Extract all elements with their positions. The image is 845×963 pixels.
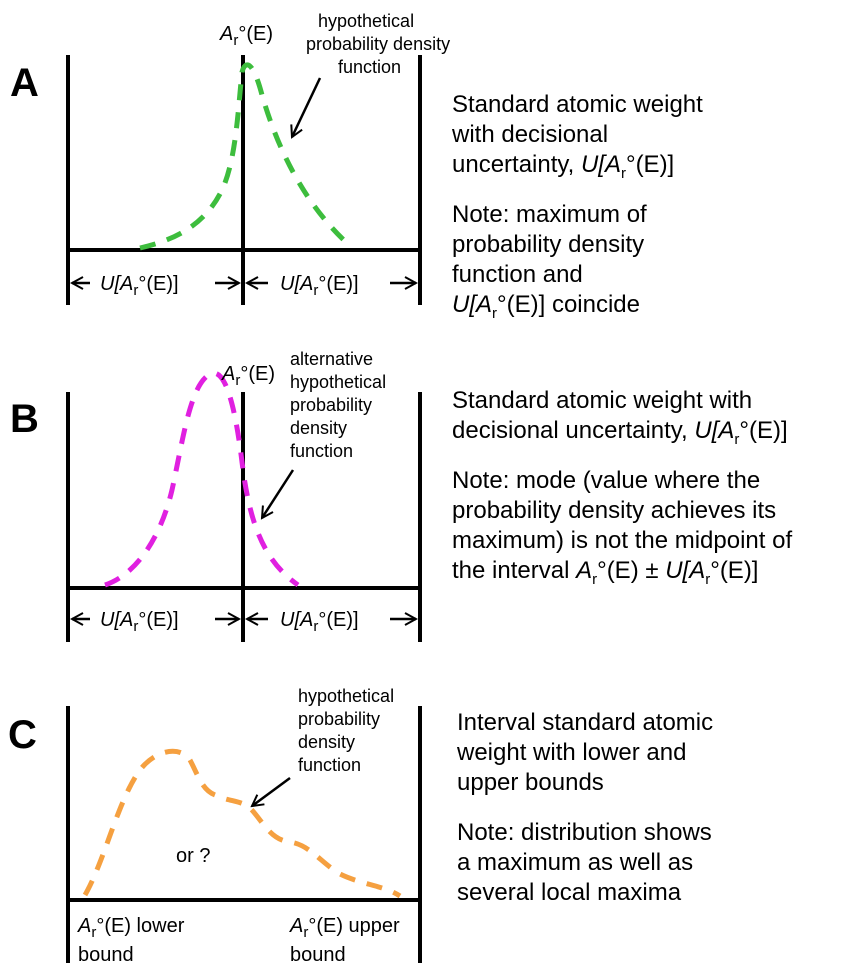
annotation-line: density — [290, 418, 347, 438]
panel-a-letter: A — [10, 61, 39, 105]
note-line: U[Ar°(E)] coincide — [452, 291, 640, 322]
annotation-line: probability density — [306, 34, 450, 54]
title-line: decisional uncertainty, U[Ar°(E)] — [452, 417, 788, 448]
panel-b-interval-label-left: U[Ar°(E)] — [100, 609, 179, 635]
note-line: a maximum as well as — [457, 849, 693, 876]
panel-a-note: Note: maximum of probability density fun… — [452, 201, 647, 322]
title-line: Standard atomic weight — [452, 91, 703, 118]
note-line: probability density achieves its — [452, 497, 776, 524]
note-line: Note: mode (value where the — [452, 467, 760, 494]
annotation-line: hypothetical — [290, 372, 386, 392]
title-line: weight with lower and — [456, 739, 686, 766]
annotation-line: function — [338, 57, 401, 77]
panel-a: A Ar°(E) hypothetical probability densit… — [10, 11, 703, 322]
note-line: function and — [452, 261, 583, 288]
panel-a-interval-label-left: U[Ar°(E)] — [100, 273, 179, 299]
panel-b-density-curve — [104, 370, 300, 588]
annotation-line: probability — [290, 395, 372, 415]
panel-c-lower-bound-label: Ar°(E) lower bound — [77, 915, 185, 963]
panel-c-letter: C — [8, 713, 37, 757]
panel-c: C hypothetical probability density funct… — [8, 686, 713, 963]
panel-c-upper-bound-label: Ar°(E) upper bound — [289, 915, 400, 963]
note-line: the interval Ar°(E) ± U[Ar°(E)] — [452, 557, 758, 588]
title-line: uncertainty, U[Ar°(E)] — [452, 151, 674, 182]
panel-b-peak-label: Ar°(E) — [221, 363, 275, 389]
panel-a-curve-annotation: hypothetical probability density functio… — [306, 11, 450, 77]
annotation-line: hypothetical — [318, 11, 414, 31]
title-line: Interval standard atomic — [457, 709, 713, 736]
panel-a-title: Standard atomic weight with decisional u… — [451, 91, 703, 182]
panel-b-curve-annotation: alternative hypothetical probability den… — [290, 349, 386, 461]
panel-c-or-label: or ? — [176, 845, 210, 867]
panel-b: B Ar°(E) alternative hypothetical probab… — [10, 349, 792, 642]
note-line: Note: maximum of — [452, 201, 647, 228]
annotation-line: alternative — [290, 349, 373, 369]
annotation-line: probability — [298, 709, 380, 729]
lower-bound-line-1: Ar°(E) lower — [77, 915, 185, 941]
annotation-line: hypothetical — [298, 686, 394, 706]
panel-a-density-curve — [139, 62, 350, 251]
annotation-line: function — [290, 441, 353, 461]
panel-a-interval-label-right: U[Ar°(E)] — [280, 273, 359, 299]
panel-b-interval-label-right: U[Ar°(E)] — [280, 609, 359, 635]
panel-b-letter: B — [10, 397, 39, 441]
title-line: Standard atomic weight with — [452, 387, 752, 414]
title-line: with decisional — [451, 121, 608, 148]
upper-bound-line-2: bound — [290, 944, 346, 963]
note-line: maximum) is not the midpoint of — [452, 527, 792, 554]
lower-bound-line-2: bound — [78, 944, 134, 963]
title-line: upper bounds — [457, 769, 604, 796]
panel-b-annotation-arrow — [262, 469, 295, 518]
panel-c-title: Interval standard atomic weight with low… — [456, 709, 713, 796]
panel-b-title: Standard atomic weight with decisional u… — [452, 387, 788, 448]
panel-a-peak-label: Ar°(E) — [219, 23, 273, 49]
annotation-line: function — [298, 755, 361, 775]
panel-c-note: Note: distribution shows a maximum as we… — [457, 819, 712, 906]
note-line: Note: distribution shows — [457, 819, 712, 846]
note-line: probability density — [452, 231, 644, 258]
panel-a-annotation-arrow — [292, 77, 322, 137]
annotation-line: density — [298, 732, 355, 752]
panel-c-annotation-arrow — [252, 776, 291, 806]
panel-c-curve-annotation: hypothetical probability density functio… — [298, 686, 394, 775]
panel-b-note: Note: mode (value where the probability … — [452, 467, 792, 588]
note-line: several local maxima — [457, 879, 682, 906]
upper-bound-line-1: Ar°(E) upper — [289, 915, 400, 941]
